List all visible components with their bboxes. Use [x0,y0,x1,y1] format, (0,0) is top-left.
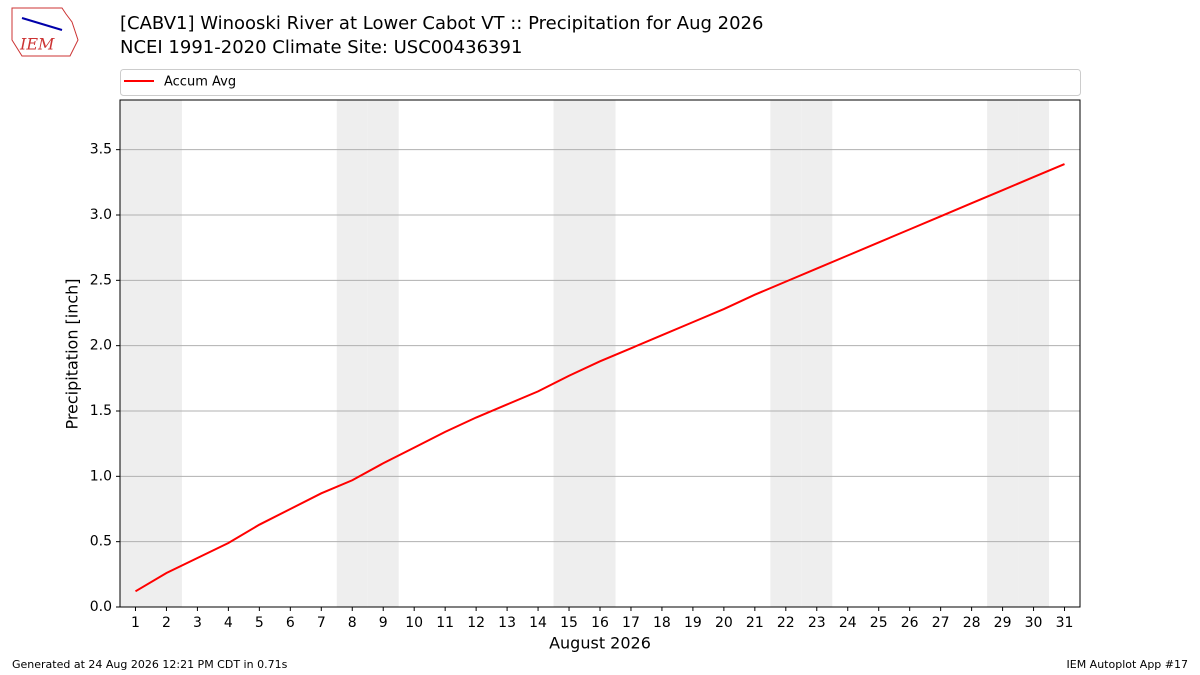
weekend-band [987,100,1019,607]
logo-mark [21,17,63,31]
x-tick-label: 20 [715,615,733,631]
weekend-band [120,100,151,607]
x-tick-label: 4 [224,615,233,631]
weekend-band [367,100,399,607]
y-tick-label: 0.0 [90,599,112,615]
x-tick-label: 27 [932,615,950,631]
footer-left: Generated at 24 Aug 2026 12:21 PM CDT in… [12,658,288,671]
x-tick-label: 24 [839,615,857,631]
x-tick-label: 14 [529,615,547,631]
x-tick-label: 15 [560,615,578,631]
y-tick-label: 3.0 [90,207,112,223]
weekend-band [584,100,616,607]
logo-text: IEM [19,35,55,54]
x-tick-label: 3 [193,615,202,631]
x-tick-label: 16 [591,615,609,631]
x-tick-label: 29 [994,615,1012,631]
x-tick-label: 22 [777,615,795,631]
y-axis-label: Precipitation [inch] [63,278,82,429]
logo: IEM [11,7,79,57]
x-tick-label: 17 [622,615,640,631]
x-tick-label: 9 [379,615,388,631]
x-tick-label: 19 [684,615,702,631]
x-tick-label: 18 [653,615,671,631]
x-tick-label: 11 [436,615,454,631]
legend-box [120,69,1081,96]
x-tick-label: 8 [348,615,357,631]
x-tick-label: 6 [286,615,295,631]
x-tick-label: 13 [498,615,516,631]
x-tick-label: 30 [1025,615,1043,631]
weekend-band [150,100,182,607]
x-tick-label: 1 [131,615,140,631]
y-tick-label: 3.5 [90,142,112,158]
weekend-band [1018,100,1050,607]
y-tick-label: 0.5 [90,534,112,550]
chart-subtitle: NCEI 1991-2020 Climate Site: USC00436391 [120,37,522,58]
weekend-band [801,100,833,607]
y-tick-label: 1.0 [90,468,112,484]
x-axis-label: August 2026 [549,634,651,653]
x-tick-label: 2 [162,615,171,631]
y-tick-label: 1.5 [90,403,112,419]
legend-label: Accum Avg [164,75,236,90]
x-tick-label: 28 [963,615,981,631]
y-tick-label: 2.0 [90,338,112,354]
plot-frame [119,99,1081,608]
chart-title: [CABV1] Winooski River at Lower Cabot VT… [120,13,763,34]
weekend-band [336,100,368,607]
x-tick-label: 25 [870,615,888,631]
x-tick-label: 5 [255,615,264,631]
y-tick-label: 2.5 [90,272,112,288]
x-tick-label: 26 [901,615,919,631]
x-tick-label: 23 [808,615,826,631]
x-tick-label: 10 [405,615,423,631]
x-tick-label: 12 [467,615,485,631]
x-tick-label: 7 [317,615,326,631]
x-tick-label: 21 [746,615,764,631]
x-tick-label: 31 [1056,615,1074,631]
footer-right: IEM Autoplot App #17 [1067,658,1189,671]
data-line [134,163,1065,593]
weekend-band [553,100,585,607]
weekend-band [770,100,802,607]
